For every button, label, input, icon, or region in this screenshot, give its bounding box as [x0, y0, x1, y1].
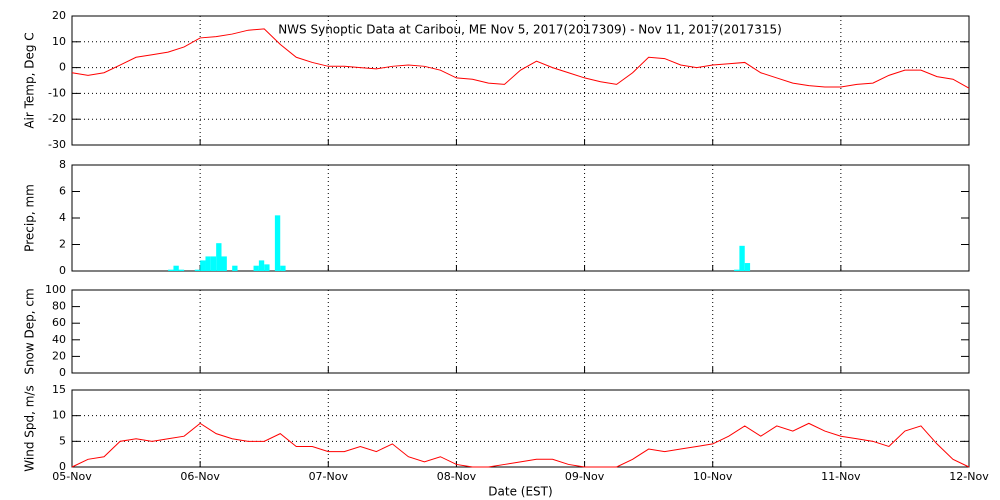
plot-frame	[71, 289, 970, 374]
chart-title: NWS Synoptic Data at Caribou, ME Nov 5, …	[278, 23, 782, 37]
x-axis-label: Date (EST)	[488, 485, 552, 499]
y-axis-label: Wind Spd, m/s	[23, 385, 37, 471]
y-tick-label: 6	[59, 185, 66, 198]
bar	[253, 265, 259, 271]
bar	[205, 256, 211, 271]
bar	[221, 256, 227, 271]
y-tick-label: 0	[59, 460, 66, 473]
y-tick-label: 5	[59, 434, 66, 447]
y-tick-label: 60	[52, 316, 66, 329]
bar	[264, 264, 270, 271]
y-axis-label: Precip, mm	[23, 184, 37, 252]
y-tick-label: 15	[52, 383, 66, 396]
bar	[280, 265, 286, 271]
x-tick-label: 12-Nov	[949, 470, 989, 483]
bar	[216, 243, 222, 271]
y-tick-label: 20	[52, 349, 66, 362]
y-tick-label: 0	[59, 264, 66, 277]
x-tick-label: 09-Nov	[565, 470, 605, 483]
plot-frame	[71, 15, 970, 146]
x-tick-label: 08-Nov	[437, 470, 477, 483]
y-axis-label: Snow Dep, cm	[23, 288, 37, 374]
bar	[274, 215, 281, 271]
y-tick-label: 10	[52, 35, 66, 48]
y-tick-label: -30	[48, 138, 66, 151]
x-tick-label: 11-Nov	[821, 470, 861, 483]
bar	[200, 260, 206, 271]
y-tick-label: 4	[59, 211, 66, 224]
bar	[734, 269, 740, 271]
x-tick-label: 05-Nov	[52, 470, 92, 483]
bar	[173, 265, 179, 271]
y-axis-label: Air Temp, Deg C	[23, 32, 37, 128]
data-line	[71, 28, 970, 89]
bar	[739, 245, 745, 271]
y-tick-label: 40	[52, 333, 66, 346]
data-line	[71, 422, 970, 468]
bar	[744, 263, 751, 271]
bar	[168, 269, 174, 271]
plot-frame	[71, 389, 970, 468]
y-tick-label: 0	[59, 61, 66, 74]
y-tick-label: -10	[48, 86, 66, 99]
y-tick-label: 2	[59, 238, 66, 251]
x-tick-label: 06-Nov	[180, 470, 220, 483]
bar	[194, 269, 201, 271]
y-tick-label: 80	[52, 300, 66, 313]
y-tick-label: 100	[45, 283, 66, 296]
bar	[210, 256, 217, 271]
y-tick-label: 10	[52, 409, 66, 422]
x-tick-label: 10-Nov	[693, 470, 733, 483]
bar	[178, 269, 185, 271]
y-tick-label: -20	[48, 112, 66, 125]
y-tick-label: 0	[59, 366, 66, 379]
plot-frame	[71, 164, 970, 272]
bar	[232, 265, 238, 271]
x-tick-label: 07-Nov	[309, 470, 349, 483]
y-tick-label: 8	[59, 158, 66, 171]
y-tick-label: 20	[52, 9, 66, 22]
bar	[258, 260, 265, 271]
